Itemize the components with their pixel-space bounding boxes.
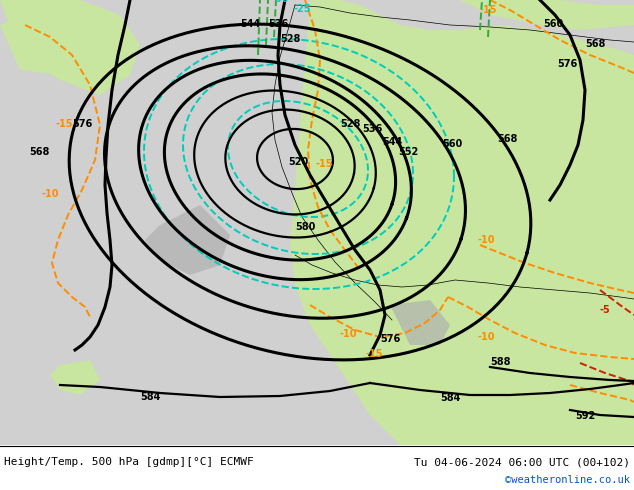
Text: 584: 584 — [140, 392, 160, 402]
Text: -10: -10 — [478, 332, 496, 342]
Text: 552: 552 — [398, 147, 418, 157]
Text: -5: -5 — [600, 305, 611, 315]
Text: 584: 584 — [440, 393, 460, 403]
Text: -15: -15 — [480, 5, 498, 15]
Text: 544: 544 — [240, 19, 260, 29]
Text: 568: 568 — [585, 39, 605, 49]
Text: -10: -10 — [478, 235, 496, 245]
Text: 560: 560 — [442, 139, 462, 149]
Text: 544: 544 — [382, 137, 402, 147]
Text: -15: -15 — [56, 119, 74, 129]
Text: 580: 580 — [295, 222, 315, 232]
Text: -10: -10 — [340, 329, 358, 339]
Text: 568: 568 — [497, 134, 517, 144]
Text: 536: 536 — [268, 19, 288, 29]
Text: Height/Temp. 500 hPa [gdmp][°C] ECMWF: Height/Temp. 500 hPa [gdmp][°C] ECMWF — [4, 457, 254, 467]
Polygon shape — [0, 10, 80, 75]
Text: 520: 520 — [288, 157, 308, 167]
Text: -10: -10 — [42, 189, 60, 199]
Text: -15: -15 — [365, 349, 382, 359]
Polygon shape — [460, 0, 634, 30]
Text: 576: 576 — [72, 119, 93, 129]
Text: 560: 560 — [543, 19, 563, 29]
Polygon shape — [0, 0, 140, 95]
Text: -25: -25 — [293, 4, 311, 14]
Text: 528: 528 — [340, 119, 360, 129]
Text: 588: 588 — [490, 357, 510, 367]
Text: -15: -15 — [315, 159, 332, 169]
Text: 536: 536 — [362, 124, 382, 134]
Polygon shape — [50, 360, 100, 395]
Text: -30: -30 — [271, 0, 288, 4]
Text: 576: 576 — [557, 59, 577, 69]
Text: 528: 528 — [280, 34, 301, 44]
Text: Tu 04-06-2024 06:00 UTC (00+102): Tu 04-06-2024 06:00 UTC (00+102) — [414, 457, 630, 467]
Text: 592: 592 — [575, 411, 595, 421]
Polygon shape — [145, 205, 230, 275]
Text: 568: 568 — [29, 147, 49, 157]
Polygon shape — [390, 300, 450, 345]
Text: ©weatheronline.co.uk: ©weatheronline.co.uk — [505, 475, 630, 485]
Polygon shape — [290, 0, 634, 445]
Text: 576: 576 — [380, 334, 400, 344]
